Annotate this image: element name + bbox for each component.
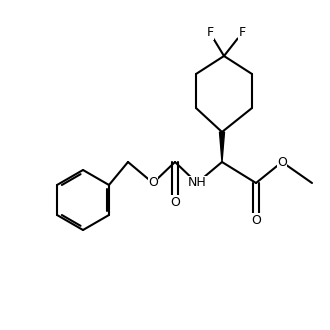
Text: O: O (251, 214, 261, 226)
Text: O: O (277, 155, 287, 169)
Text: NH: NH (188, 177, 206, 189)
Polygon shape (219, 132, 224, 162)
Text: O: O (148, 177, 158, 189)
Text: F: F (207, 26, 214, 40)
Text: O: O (170, 195, 180, 209)
Text: F: F (239, 26, 246, 40)
